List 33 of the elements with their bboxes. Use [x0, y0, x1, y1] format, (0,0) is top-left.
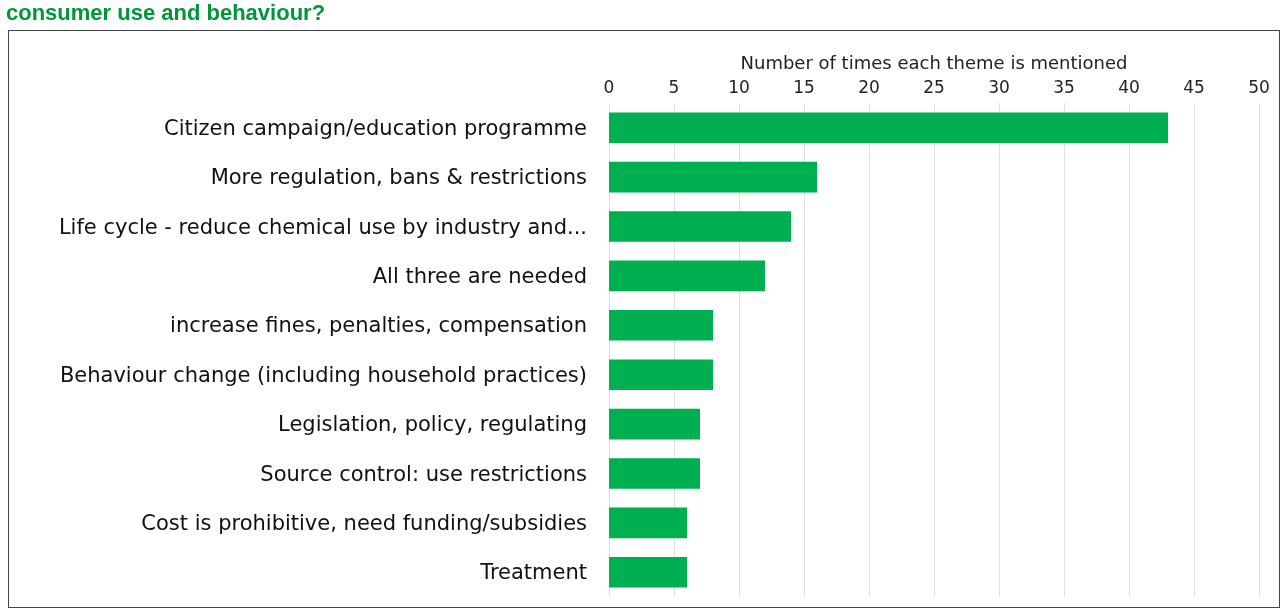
bar	[609, 408, 700, 440]
x-tick-label: 25	[923, 76, 945, 97]
x-tick-label: 20	[858, 76, 880, 97]
x-tick-label: 35	[1053, 76, 1075, 97]
y-tick-label: Cost is prohibitive, need funding/subsidies	[141, 510, 587, 535]
bar	[609, 309, 713, 341]
bar	[609, 556, 687, 588]
bar	[609, 211, 791, 242]
x-tick-label: 10	[728, 76, 750, 97]
x-tick-label: 0	[603, 76, 615, 97]
text: consumer use and behaviour?	[6, 0, 326, 26]
x-tick-label: 40	[1118, 76, 1140, 97]
bar	[609, 458, 700, 489]
bar	[609, 161, 817, 193]
x-tick-label: 5	[668, 76, 680, 97]
y-tick-label: increase fines, penalties, compensation	[170, 313, 587, 338]
y-tick-label: Source control: use restrictions	[260, 461, 587, 486]
bar	[609, 507, 687, 539]
y-tick-label: Treatment	[479, 560, 587, 585]
y-tick-label: More regulation, bans & restrictions	[210, 165, 587, 190]
y-tick-label: Behaviour change (including household practices)	[59, 362, 587, 387]
y-tick-label: Life cycle - reduce chemical use by industry and...	[58, 214, 587, 239]
bar	[609, 359, 713, 391]
x-tick-label: 45	[1183, 76, 1205, 97]
x-tick-label: 50	[1248, 76, 1270, 97]
x-tick-label: 15	[793, 76, 815, 97]
y-tick-label: Citizen campaign/education programme	[163, 115, 587, 140]
x-tick-label: 30	[988, 76, 1010, 97]
y-tick-label: Legislation, policy, regulating	[278, 412, 587, 437]
bar	[609, 112, 1168, 144]
y-tick-label: All three are needed	[372, 263, 587, 288]
bar	[609, 260, 765, 292]
x-axis-title: Number of times each theme is mentioned	[740, 51, 1128, 73]
